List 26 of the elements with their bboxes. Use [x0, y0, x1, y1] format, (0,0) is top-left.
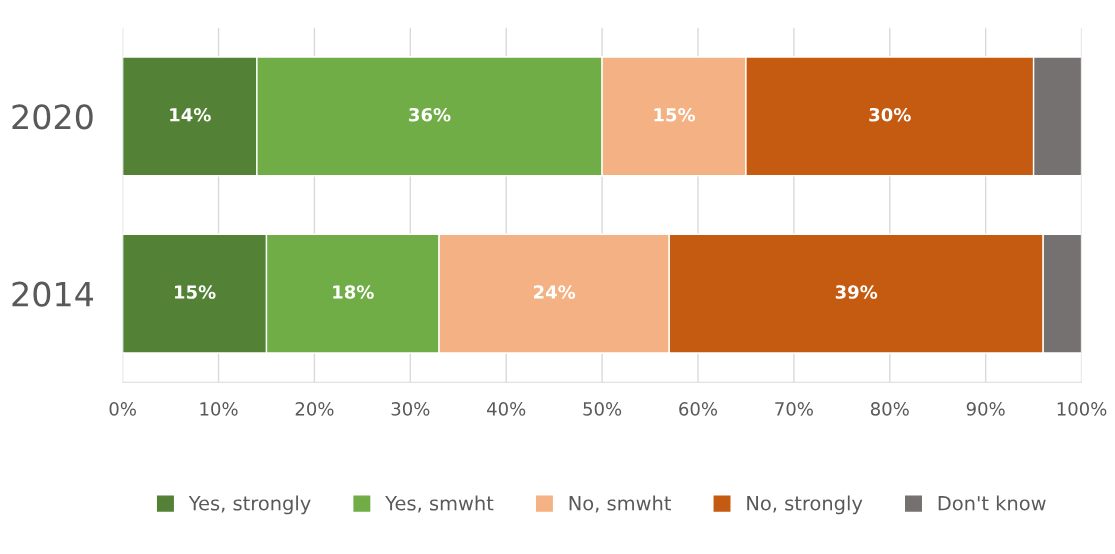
- x-tick-label: 70%: [775, 402, 813, 416]
- x-tick-label: 40%: [487, 402, 526, 416]
- data-label: 30%: [869, 107, 911, 122]
- x-tick-label: 20%: [295, 402, 334, 416]
- x-tick-label: 50%: [583, 402, 622, 416]
- data-label: 36%: [409, 107, 451, 122]
- x-tick-label: 100%: [1057, 402, 1107, 416]
- legend-label: No, smwht: [569, 495, 671, 513]
- x-tick-label: 80%: [870, 402, 909, 416]
- y-tick-label: 2020: [12, 104, 93, 130]
- legend-label: Don't know: [938, 495, 1046, 511]
- legend-label: No, strongly: [747, 495, 863, 515]
- x-tick-label: 90%: [966, 402, 1005, 416]
- x-tick-label: 60%: [679, 402, 718, 416]
- x-tick-label: 30%: [391, 402, 430, 416]
- legend-label: Yes, strongly: [188, 495, 311, 515]
- data-label: 18%: [333, 285, 374, 299]
- data-label: 15%: [654, 107, 696, 122]
- data-label: 15%: [175, 285, 216, 299]
- data-label: 39%: [835, 285, 878, 299]
- data-label: 14%: [170, 107, 211, 122]
- legend-label: Yes, smwht: [385, 495, 494, 513]
- data-label: 24%: [533, 285, 576, 299]
- y-tick-label: 2014: [12, 281, 93, 307]
- x-tick-label: 0%: [109, 402, 136, 416]
- x-tick-label: 10%: [200, 402, 238, 416]
